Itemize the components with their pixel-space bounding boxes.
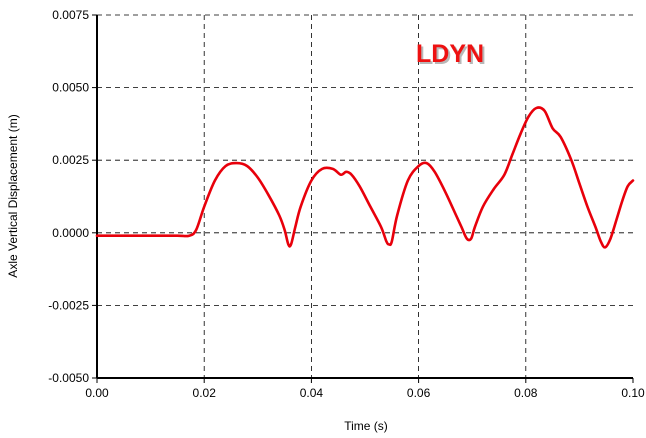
y-tick-label: 0.0050 xyxy=(52,81,89,95)
series-layer xyxy=(95,106,635,249)
axes xyxy=(96,15,633,379)
y-tick-label: 0.0025 xyxy=(52,153,89,167)
tick-marks xyxy=(92,14,634,383)
x-tick-label: 0.06 xyxy=(407,386,431,400)
y-tick-label: 0.0075 xyxy=(52,8,89,22)
annotation-label: LDYN xyxy=(416,40,484,68)
y-tick-labels: -0.0050 -0.0025 0.0000 0.0025 0.0050 0.0075 xyxy=(48,8,89,385)
x-tick-label: 0.02 xyxy=(193,386,217,400)
x-tick-label: 0.00 xyxy=(85,386,109,400)
y-tick-label: -0.0050 xyxy=(48,371,89,385)
y-axis-title: Axle Vertical Displacement (m) xyxy=(6,114,20,277)
y-tick-label: -0.0025 xyxy=(48,298,89,312)
x-tick-labels: 0.00 0.02 0.04 0.06 0.08 0.10 xyxy=(85,386,645,400)
x-axis-title: Time (s) xyxy=(344,419,388,433)
series-line xyxy=(95,106,635,249)
x-tick-label: 0.10 xyxy=(621,386,645,400)
grid-lines xyxy=(97,14,633,378)
annotation-label-shadow: LDYN xyxy=(418,42,486,70)
x-tick-label: 0.04 xyxy=(300,386,324,400)
x-tick-label: 0.08 xyxy=(514,386,538,400)
y-tick-label: 0.0000 xyxy=(52,226,89,240)
